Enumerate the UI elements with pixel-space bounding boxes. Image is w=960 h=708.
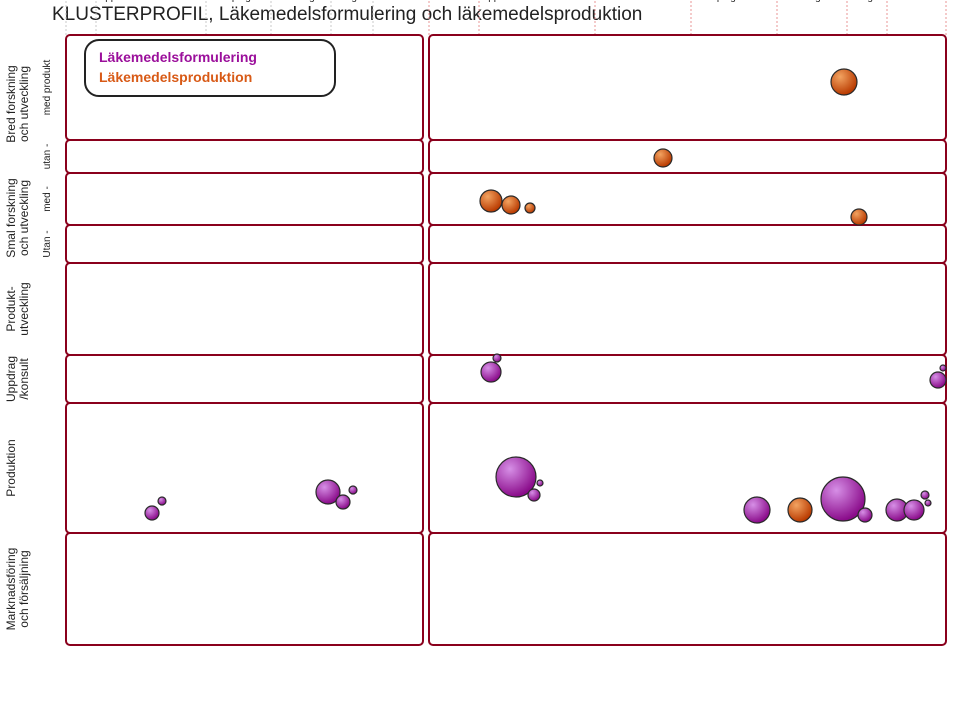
svg-text:utveckling: utveckling <box>17 282 31 335</box>
bubble-formul <box>481 362 501 382</box>
row-box <box>429 533 946 645</box>
yaxis-sub-label: utan - <box>42 144 53 170</box>
svg-text:Marknadsföring: Marknadsföring <box>4 548 18 631</box>
legend-series-2: Läkemedelsproduktion <box>99 69 252 85</box>
bubble-prod <box>788 498 812 522</box>
row-box <box>429 355 946 403</box>
bubble-formul <box>145 506 159 520</box>
bubble-prod <box>654 149 672 167</box>
svg-text:Smal forskning: Smal forskning <box>4 178 18 257</box>
bubble-prod <box>851 209 867 225</box>
svg-text:utan -: utan - <box>42 144 53 170</box>
bubble-formul <box>349 486 357 494</box>
row-box <box>66 140 423 173</box>
svg-text:Utan -: Utan - <box>42 230 53 257</box>
market-label-international: INTERNATIONELL MARKNAD <box>431 0 600 3</box>
svg-text:och försäljning: och försäljning <box>17 550 31 627</box>
bubble-formul <box>158 497 166 505</box>
xaxis-col-label: Malmö/Lund <box>889 0 944 3</box>
row-box <box>66 355 423 403</box>
chart-title: KLUSTERPROFIL, Läkemedelsformulering och… <box>52 4 642 25</box>
svg-text:och utveckling: och utveckling <box>17 66 31 142</box>
xaxis-col-label: Övriga <box>849 0 879 3</box>
row-box <box>66 263 423 355</box>
svg-text:med -: med - <box>42 186 53 212</box>
yaxis-group-label: Bred forskningoch utveckling <box>4 65 31 142</box>
xaxis-col-label: Övriga <box>333 0 363 3</box>
yaxis-sub-label: med - <box>42 186 53 212</box>
bubble-formul <box>493 354 501 362</box>
svg-text:Produktion: Produktion <box>4 439 18 496</box>
bubble-formul <box>925 500 931 506</box>
xaxis-col-label: Göteborg <box>779 0 821 3</box>
yaxis-group-label: Produktion <box>4 439 18 496</box>
market-label-national: NATIONELL MARKNAD <box>96 0 229 3</box>
bubble-formul <box>528 489 540 501</box>
bubble-formul <box>930 372 946 388</box>
bubble-formul <box>537 480 543 486</box>
yaxis-group-label: Uppdrag/konsult <box>4 356 31 402</box>
bubble-prod <box>831 69 857 95</box>
yaxis-group-label: Smal forskningoch utveckling <box>4 178 31 257</box>
svg-text:Produkt-: Produkt- <box>4 286 18 331</box>
yaxis-group-label: Marknadsföringoch försäljning <box>4 548 31 631</box>
svg-text:Bred forskning: Bred forskning <box>4 65 18 142</box>
row-box <box>66 533 423 645</box>
row-box <box>66 225 423 263</box>
row-box <box>66 403 423 533</box>
xaxis-col-label: Malmö/L <box>375 0 414 3</box>
bubble-prod <box>502 196 520 214</box>
xaxis-col-label: Umeå <box>68 0 95 3</box>
svg-text:Uppdrag: Uppdrag <box>4 356 18 402</box>
cluster-profile-chart: KLUSTERPROFIL, Läkemedelsformulering och… <box>0 0 960 708</box>
bubble-formul <box>858 508 872 522</box>
row-box <box>66 173 423 225</box>
row-box <box>429 263 946 355</box>
xaxis-col-label: Göteborg <box>273 0 315 3</box>
xaxis-col-label: Stockholm <box>597 0 644 3</box>
bubble-formul <box>921 491 929 499</box>
bubble-prod <box>525 203 535 213</box>
bubble-prod <box>480 190 502 212</box>
legend-series-1: Läkemedelsformulering <box>99 49 257 65</box>
xaxis-col-label: Linköping <box>693 0 736 3</box>
bubble-formul <box>904 500 924 520</box>
row-box <box>429 225 946 263</box>
row-box <box>429 35 946 140</box>
svg-text:och utveckling: och utveckling <box>17 180 31 256</box>
bubble-formul <box>940 365 946 371</box>
svg-text:/konsult: /konsult <box>17 358 31 400</box>
yaxis-sub-label: med produkt <box>42 59 53 115</box>
yaxis-sub-label: Utan - <box>42 230 53 257</box>
svg-text:med produkt: med produkt <box>42 59 53 115</box>
bubble-formul <box>336 495 350 509</box>
bubble-formul <box>744 497 770 523</box>
yaxis-group-label: Produkt-utveckling <box>4 282 31 335</box>
row-box <box>429 140 946 173</box>
